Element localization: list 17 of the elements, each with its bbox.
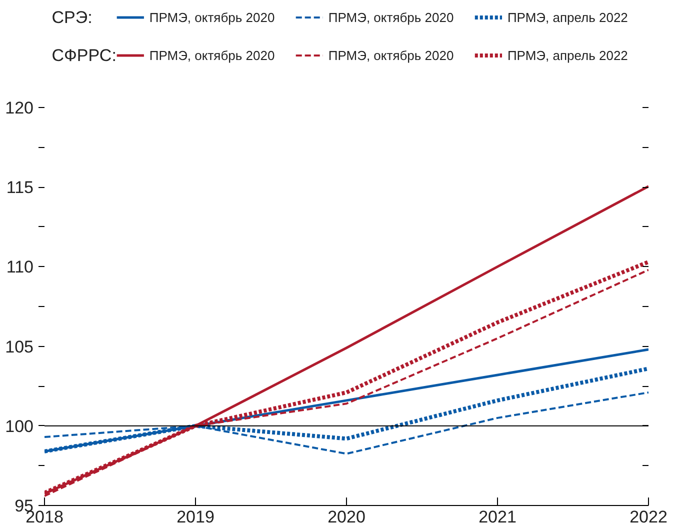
legend-label: ПРМЭ, октябрь 2020 bbox=[328, 48, 454, 63]
x-tick-label: 2022 bbox=[630, 508, 668, 526]
y-tick-label: 105 bbox=[5, 337, 34, 356]
y-tick-label: 110 bbox=[6, 258, 34, 277]
x-tick-label: 2020 bbox=[328, 508, 366, 526]
legend-label: ПРМЭ, апрель 2022 bbox=[507, 48, 628, 63]
legend-label: ПРМЭ, апрель 2022 bbox=[507, 10, 628, 25]
x-tick-label: 2019 bbox=[176, 508, 214, 526]
y-tick-label: 115 bbox=[6, 178, 34, 198]
x-tick-label: 2021 bbox=[478, 508, 516, 526]
legend-label: ПРМЭ, октябрь 2020 bbox=[149, 10, 275, 25]
y-tick-label: 100 bbox=[5, 416, 34, 436]
legend-label: ПРМЭ, октябрь 2020 bbox=[328, 10, 454, 25]
text: СРЭ: bbox=[52, 8, 92, 27]
y-tick-label: 120 bbox=[5, 98, 34, 118]
legend-label: ПРМЭ, октябрь 2020 bbox=[149, 48, 275, 63]
text: СФРРС: bbox=[52, 46, 116, 65]
